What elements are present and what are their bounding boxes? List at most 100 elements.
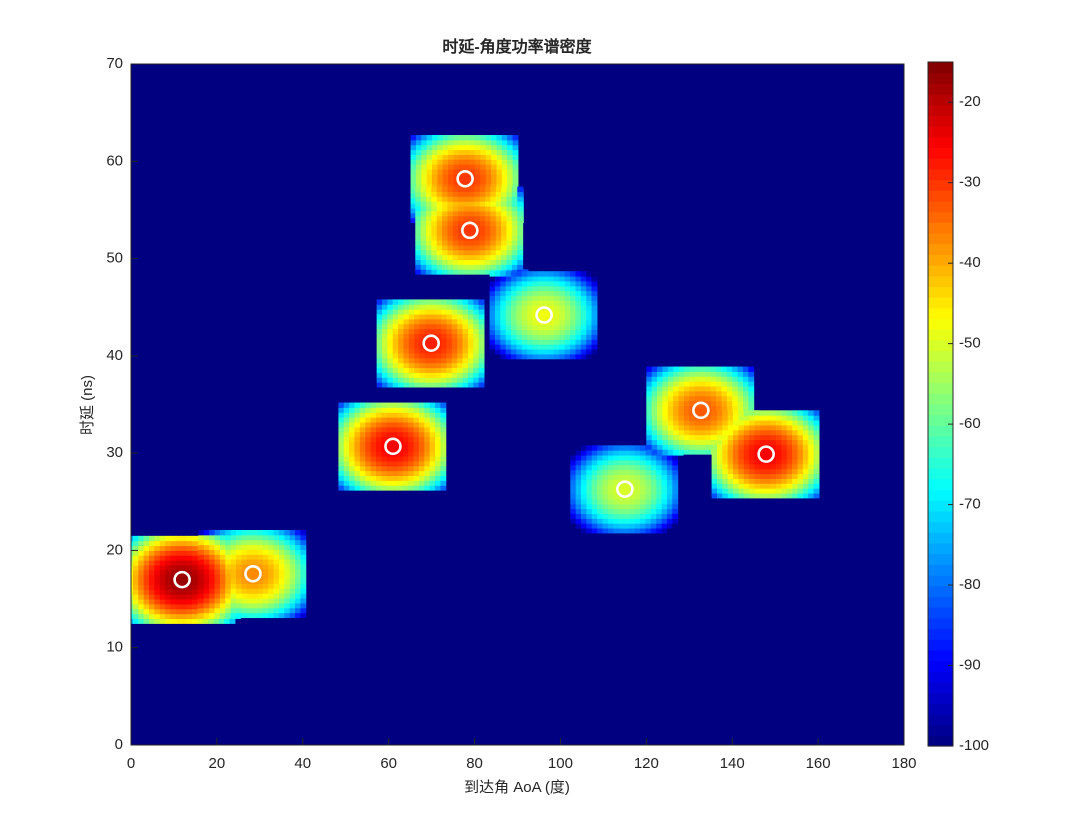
psd-cell <box>776 473 782 479</box>
psd-cell <box>375 412 382 418</box>
colorbar-segment <box>928 735 953 747</box>
psd-cell <box>722 429 729 436</box>
psd-cell <box>500 349 507 355</box>
psd-cell <box>607 503 614 510</box>
psd-cell <box>469 159 476 165</box>
psd-cell <box>410 154 417 160</box>
psd-cell <box>132 579 139 585</box>
psd-cell <box>300 583 307 589</box>
psd-cell <box>743 478 750 484</box>
psd-cell <box>618 508 625 514</box>
psd-cell <box>507 178 514 185</box>
psd-cell <box>657 439 663 445</box>
psd-cell <box>241 534 248 541</box>
colorbar-segment <box>928 136 953 149</box>
psd-cell <box>656 508 663 514</box>
psd-cell <box>392 309 399 315</box>
psd-cell <box>436 269 443 275</box>
psd-cell <box>618 459 625 466</box>
psd-cell <box>495 235 502 241</box>
psd-cell <box>424 299 431 305</box>
psd-cell <box>289 564 296 570</box>
psd-cell <box>415 269 422 275</box>
psd-cell <box>451 352 458 359</box>
psd-cell <box>511 329 517 335</box>
psd-cell <box>494 285 501 292</box>
psd-cell <box>435 299 442 305</box>
psd-cell <box>575 469 582 476</box>
psd-cell <box>424 460 431 467</box>
colorbar-segment <box>928 190 953 202</box>
psd-cell <box>262 612 269 619</box>
psd-cell <box>645 503 652 510</box>
psd-cell <box>537 334 544 340</box>
psd-cell <box>429 485 436 491</box>
psd-cell <box>159 555 166 561</box>
psd-cell <box>490 264 497 270</box>
psd-cell <box>580 295 587 301</box>
psd-cell <box>175 550 182 556</box>
psd-cell <box>716 371 722 377</box>
psd-cell <box>435 352 442 359</box>
psd-cell <box>419 323 426 330</box>
psd-cell <box>770 439 777 445</box>
psd-cell <box>501 264 508 270</box>
psd-cell <box>230 578 237 585</box>
psd-cell <box>447 206 454 212</box>
psd-cell <box>776 449 782 455</box>
psd-cell <box>354 451 361 457</box>
psd-cell <box>672 469 679 476</box>
psd-cell <box>473 382 480 388</box>
psd-cell <box>512 173 519 180</box>
psd-cell <box>661 513 668 519</box>
psd-cell <box>759 415 766 421</box>
psd-cell <box>241 554 248 560</box>
psd-cell <box>442 164 449 170</box>
psd-cell <box>495 264 502 270</box>
psd-cell <box>678 424 685 431</box>
psd-cell <box>447 196 454 202</box>
psd-cell <box>570 518 577 524</box>
psd-cell <box>591 513 598 519</box>
psd-cell <box>667 415 674 421</box>
psd-cell <box>564 334 571 340</box>
psd-cell <box>451 328 458 334</box>
psd-cell <box>440 417 447 423</box>
psd-cell <box>532 285 539 292</box>
psd-cell <box>397 480 404 486</box>
psd-cell <box>149 535 155 542</box>
psd-cell <box>786 449 793 455</box>
psd-cell <box>733 434 739 441</box>
psd-cell <box>597 489 604 495</box>
psd-cell <box>591 474 598 480</box>
psd-cell <box>170 545 177 551</box>
psd-cell <box>521 329 528 335</box>
psd-cell <box>618 450 625 456</box>
psd-cell <box>442 139 449 146</box>
psd-cell <box>462 299 469 305</box>
psd-cell <box>468 264 475 270</box>
psd-cell <box>727 483 734 489</box>
psd-cell <box>467 314 474 320</box>
psd-cell <box>170 599 177 605</box>
psd-cell <box>580 329 587 335</box>
psd-cell <box>634 474 641 480</box>
psd-cell <box>235 534 242 541</box>
psd-cell <box>149 589 155 595</box>
psd-cell <box>462 352 469 359</box>
psd-cell <box>474 173 481 180</box>
psd-cell <box>289 573 296 580</box>
psd-cell <box>570 445 577 451</box>
psd-cell <box>532 314 539 321</box>
psd-cell <box>203 583 210 589</box>
psd-cell <box>666 494 673 500</box>
psd-cell <box>403 362 410 369</box>
psd-cell <box>175 599 182 605</box>
psd-cell <box>154 594 161 600</box>
psd-cell <box>198 578 205 585</box>
psd-cell <box>661 523 668 529</box>
psd-cell <box>673 381 680 387</box>
psd-cell <box>602 484 609 490</box>
psd-cell <box>421 159 428 165</box>
psd-cell <box>640 498 646 505</box>
